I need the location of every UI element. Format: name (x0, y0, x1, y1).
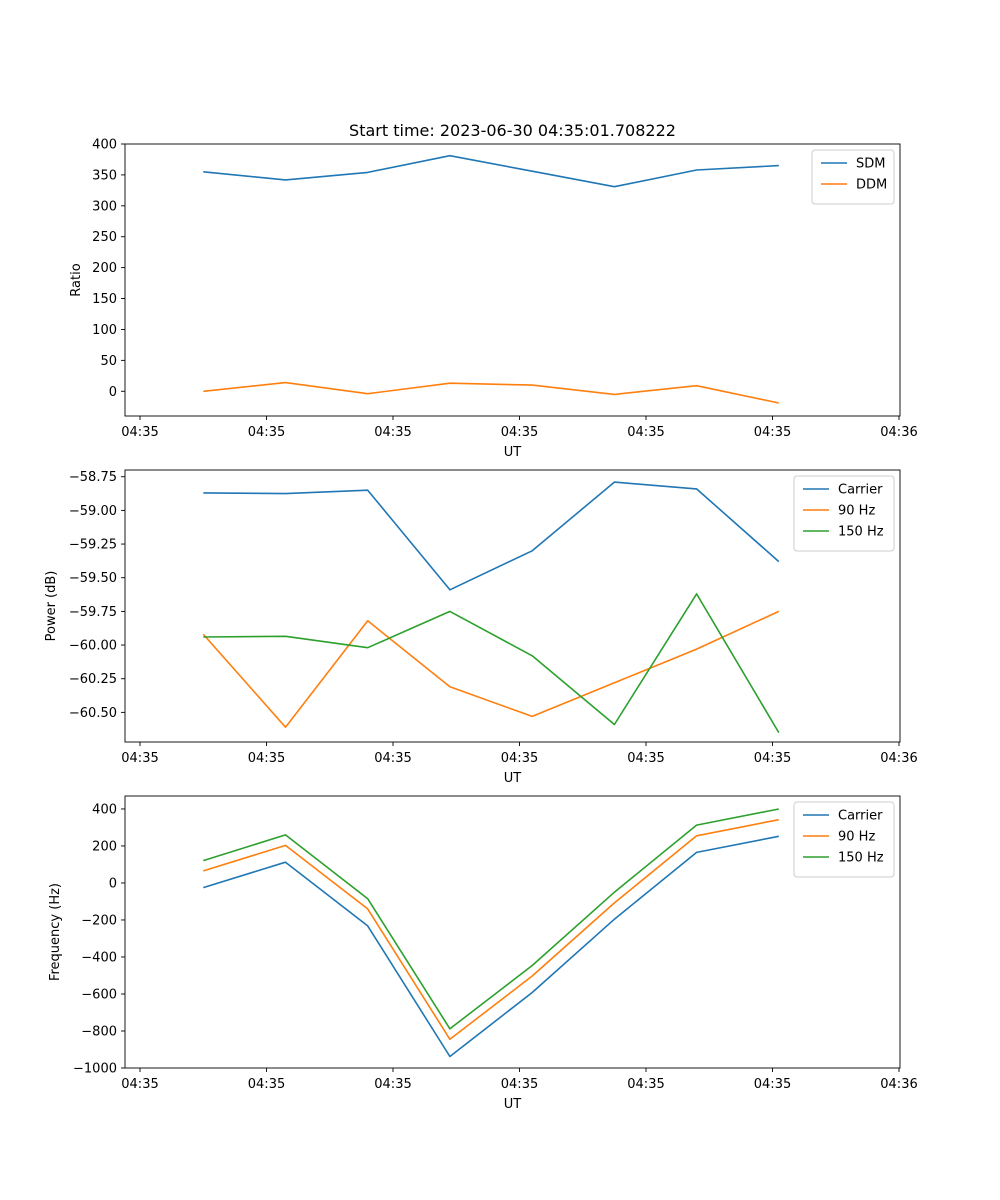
x-tick-label: 04:35 (121, 425, 158, 440)
y-tick-label: −60.50 (69, 706, 117, 721)
y-tick-label: 300 (92, 199, 117, 214)
y-axis-label: Ratio (69, 263, 84, 296)
y-tick-label: 100 (92, 323, 117, 338)
y-tick-label: −59.50 (69, 571, 117, 586)
series-line-ddm (203, 381, 779, 404)
x-axis-label: UT (504, 1097, 522, 1112)
x-tick-label: 04:35 (248, 425, 285, 440)
legend: SDM DDM (811, 149, 895, 205)
x-tick-label: 04:35 (501, 1077, 538, 1092)
y-tick-label: −600 (81, 987, 117, 1002)
y-tick-label: −60.00 (69, 639, 117, 654)
x-tick-label: 04:35 (754, 425, 791, 440)
series-line-90-hz (203, 818, 779, 1041)
legend-label: 90 Hz (838, 504, 875, 519)
x-tick-label: 04:36 (880, 751, 917, 766)
y-tick-label: 200 (92, 261, 117, 276)
series-line-150-hz (203, 808, 779, 1030)
subplot-1: 04:35 04:35 04:35 04:35 04:35 04:35 04:36 0 50 10… (69, 138, 918, 461)
y-tick-label: 200 (92, 839, 117, 854)
axes-frame (124, 795, 901, 1069)
legend-label: DDM (856, 178, 887, 193)
legend-label: Carrier (838, 483, 883, 498)
legend-label: Carrier (838, 809, 883, 824)
x-tick-label: 04:35 (248, 751, 285, 766)
x-tick-label: 04:35 (374, 1077, 411, 1092)
x-tick-label: 04:35 (374, 751, 411, 766)
y-tick-label: −800 (81, 1024, 117, 1039)
series-line-carrier (203, 481, 780, 591)
y-tick-label: −1000 (73, 1062, 117, 1077)
y-tick-label: 0 (109, 876, 117, 891)
legend-box (793, 801, 895, 878)
axes-frame (124, 469, 901, 743)
figure-title: Start time: 2023-06-30 04:35:01.708222 (349, 121, 676, 140)
y-tick-label: 50 (100, 354, 117, 369)
series-line-150-hz (203, 593, 780, 734)
y-tick-label: 150 (92, 292, 117, 307)
y-tick-label: −59.25 (69, 538, 117, 553)
x-tick-label: 04:36 (880, 425, 917, 440)
x-tick-label: 04:36 (880, 1077, 917, 1092)
y-tick-label: −59.75 (69, 605, 117, 620)
y-tick-label: 400 (92, 802, 117, 817)
x-tick-label: 04:35 (121, 1077, 158, 1092)
y-tick-label: −60.25 (69, 672, 117, 687)
axes-frame (124, 143, 901, 417)
x-tick-label: 04:35 (754, 1077, 791, 1092)
series-line-carrier (203, 835, 779, 1058)
series-line-sdm (203, 154, 779, 188)
y-tick-label: −200 (81, 913, 117, 928)
subplots: 04:35 04:35 04:35 04:35 04:35 04:35 04:36 0 50 10… (44, 138, 918, 1113)
series-line-90-hz (202, 610, 780, 729)
x-axis-label: UT (504, 771, 522, 786)
legend-box (793, 475, 895, 552)
subplot-2: 04:35 04:35 04:35 04:35 04:35 04:35 04:36 −60.5… (44, 469, 918, 786)
subplot-3: 04:35 04:35 04:35 04:35 04:35 04:35 04:36 −1000… (48, 795, 918, 1112)
y-axis-label: Frequency (Hz) (48, 883, 63, 981)
x-tick-label: 04:35 (754, 751, 791, 766)
y-tick-label: −400 (81, 950, 117, 965)
legend: Carrier 90 Hz 150 Hz (793, 801, 895, 878)
y-axis-label: Power (dB) (44, 571, 59, 642)
y-tick-label: −59.00 (69, 504, 117, 519)
x-tick-label: 04:35 (501, 425, 538, 440)
y-tick-label: 250 (92, 230, 117, 245)
y-tick-label: 350 (92, 168, 117, 183)
legend-label: 150 Hz (838, 525, 884, 540)
x-tick-label: 04:35 (248, 1077, 285, 1092)
legend: Carrier 90 Hz 150 Hz (793, 475, 895, 552)
y-tick-label: −58.75 (69, 470, 117, 485)
y-tick-label: 0 (109, 385, 117, 400)
x-tick-label: 04:35 (627, 425, 664, 440)
x-tick-label: 04:35 (627, 751, 664, 766)
x-tick-label: 04:35 (501, 751, 538, 766)
x-tick-label: 04:35 (121, 751, 158, 766)
legend-label: 150 Hz (838, 851, 884, 866)
x-tick-label: 04:35 (374, 425, 411, 440)
legend-label: 90 Hz (838, 830, 875, 845)
x-axis-label: UT (504, 445, 522, 460)
y-tick-label: 400 (92, 138, 117, 153)
x-tick-label: 04:35 (627, 1077, 664, 1092)
legend-label: SDM (856, 157, 885, 172)
